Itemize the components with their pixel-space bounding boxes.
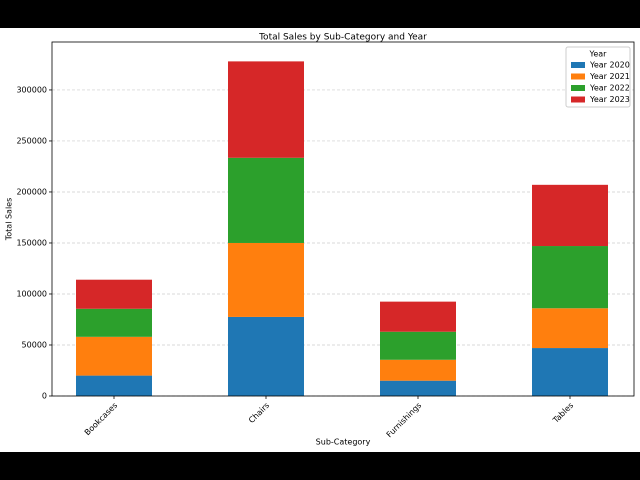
y-tick-label: 200000 [16, 187, 47, 196]
bar-segment [380, 359, 456, 381]
legend-swatch [571, 62, 585, 68]
legend-label: Year 2021 [589, 72, 630, 81]
plot-frame [51, 41, 635, 397]
legend-label: Year 2022 [589, 84, 630, 93]
y-tick-label: 250000 [16, 136, 47, 145]
chart-title: Total Sales by Sub-Category and Year [258, 33, 427, 43]
bar-segment [380, 301, 456, 332]
bar-segment [532, 308, 608, 349]
bar-segment [380, 380, 456, 396]
y-axis-label: Total Sales [5, 198, 14, 242]
bar-segment [532, 246, 608, 309]
bar-segment [532, 184, 608, 247]
bar-segment [76, 336, 152, 376]
bar-segment [380, 331, 456, 360]
bar-segment [228, 316, 304, 396]
legend-swatch [571, 85, 585, 91]
bar-segment [228, 61, 304, 158]
bar-segment [76, 375, 152, 396]
legend-title: Year [589, 50, 608, 59]
y-tick-label: 300000 [16, 85, 47, 94]
legend-swatch [571, 96, 585, 103]
legend-label: Year 2023 [589, 95, 630, 104]
bar-segment [76, 279, 152, 309]
y-tick-label: 0 [42, 392, 47, 401]
legend-label: Year 2020 [589, 61, 630, 70]
y-tick-label: 100000 [16, 289, 47, 298]
bar-segment [532, 348, 608, 396]
legend-swatch [571, 73, 585, 80]
y-tick-label: 150000 [16, 238, 47, 247]
bar-segment [228, 157, 304, 243]
y-tick-label: 50000 [22, 340, 47, 349]
x-axis-label: Sub-Category [316, 438, 371, 447]
bar-segment [76, 308, 152, 337]
bar-segment [228, 242, 304, 317]
